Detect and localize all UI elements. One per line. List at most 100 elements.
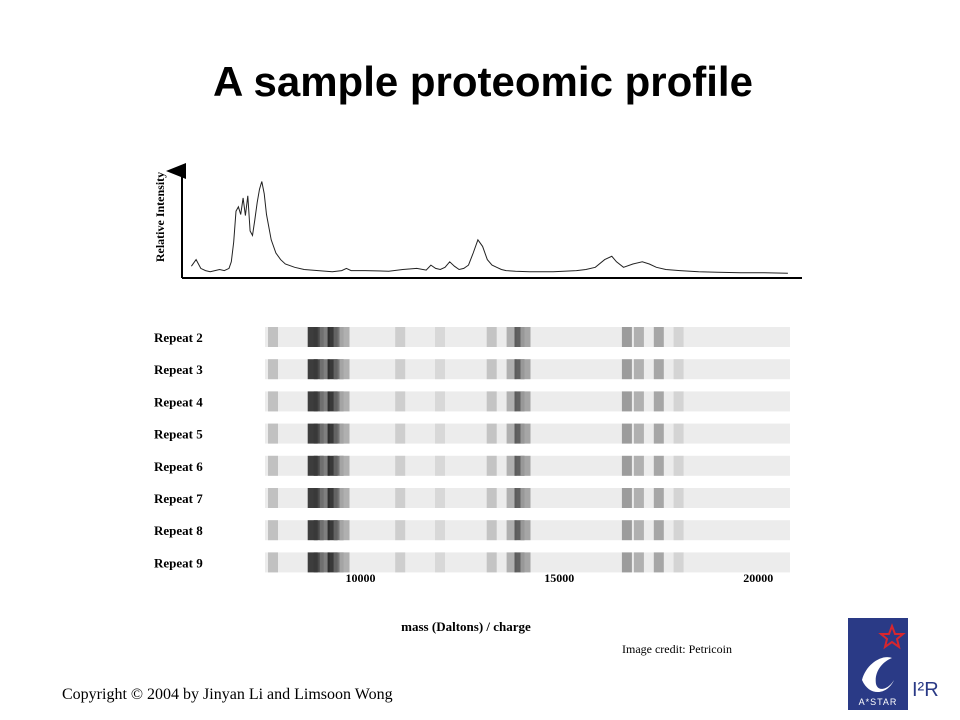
gel-band xyxy=(307,327,318,347)
gel-band xyxy=(506,327,517,347)
gel-band xyxy=(339,520,350,541)
gel-band xyxy=(506,552,517,573)
gel-band xyxy=(395,423,406,444)
gel-band xyxy=(653,359,664,380)
gel-band xyxy=(673,455,684,476)
gel-band xyxy=(673,327,684,347)
gel-band xyxy=(621,520,632,541)
gel-band xyxy=(313,520,324,541)
gel-band xyxy=(435,520,445,541)
gel-band xyxy=(333,391,344,412)
gel-band xyxy=(520,423,531,444)
gel-band xyxy=(268,552,278,573)
gel-band xyxy=(520,520,531,541)
gel-band xyxy=(268,359,278,380)
gel-band xyxy=(395,552,406,573)
gel-band xyxy=(514,455,525,476)
gel-band xyxy=(673,423,684,444)
gel-band xyxy=(621,423,632,444)
gel-band xyxy=(653,455,664,476)
gel-band xyxy=(633,488,644,508)
gel-band xyxy=(520,455,531,476)
gel-band xyxy=(486,391,497,412)
astar-logo-text: A*STAR xyxy=(859,697,898,707)
gel-band xyxy=(339,488,350,508)
gel-band xyxy=(327,520,338,541)
gel-band xyxy=(313,391,324,412)
gel-band xyxy=(514,327,525,347)
gel-band xyxy=(339,552,350,573)
gel-band xyxy=(506,423,517,444)
gel-band xyxy=(319,455,330,476)
gel-band xyxy=(520,359,531,380)
gel-band xyxy=(633,455,644,476)
gel-row-label: Repeat 4 xyxy=(154,394,203,409)
gel-band xyxy=(486,327,497,347)
gel-row-label: Repeat 8 xyxy=(154,523,203,538)
gel-bands: Repeat 2 Repeat 3 Repeat 4 Repeat 5 Repeat 6… xyxy=(154,327,790,573)
gel-band xyxy=(514,552,525,573)
gel-band xyxy=(307,520,318,541)
gel-band xyxy=(653,520,664,541)
astar-logo: A*STAR I²R xyxy=(848,618,948,710)
gel-band xyxy=(307,552,318,573)
gel-band xyxy=(633,327,644,347)
gel-band xyxy=(621,359,632,380)
gel-band xyxy=(435,359,445,380)
gel-band xyxy=(435,423,445,444)
gel-band xyxy=(268,391,278,412)
gel-band xyxy=(633,359,644,380)
gel-x-label: mass (Daltons) / charge xyxy=(401,619,531,634)
gel-band xyxy=(333,520,344,541)
gel-band xyxy=(333,423,344,444)
gel-band xyxy=(333,455,344,476)
gel-band xyxy=(486,359,497,380)
gel-band xyxy=(653,552,664,573)
gel-band xyxy=(621,455,632,476)
gel-band xyxy=(327,488,338,508)
gel-band xyxy=(268,455,278,476)
gel-band xyxy=(621,552,632,573)
gel-band xyxy=(673,391,684,412)
gel-band xyxy=(653,488,664,508)
gel-band xyxy=(319,488,330,508)
gel-band xyxy=(520,488,531,508)
gel-band xyxy=(514,359,525,380)
gel-band xyxy=(506,488,517,508)
gel-band xyxy=(327,423,338,444)
gel-band xyxy=(313,488,324,508)
gel-band xyxy=(486,455,497,476)
gel-band xyxy=(514,423,525,444)
gel-band xyxy=(673,488,684,508)
gel-band xyxy=(514,520,525,541)
gel-band xyxy=(319,327,330,347)
gel-band xyxy=(633,391,644,412)
gel-row-label: Repeat 9 xyxy=(154,555,203,570)
gel-band xyxy=(435,488,445,508)
gel-band xyxy=(307,423,318,444)
gel-band xyxy=(435,552,445,573)
gel-band xyxy=(486,520,497,541)
gel-band xyxy=(307,391,318,412)
gel-band xyxy=(333,359,344,380)
gel-band xyxy=(653,423,664,444)
gel-band xyxy=(633,423,644,444)
gel-band xyxy=(313,327,324,347)
gel-band xyxy=(621,488,632,508)
gel-band xyxy=(520,552,531,573)
gel-band xyxy=(486,423,497,444)
gel-band xyxy=(621,327,632,347)
gel-band xyxy=(435,327,445,347)
gel-band xyxy=(327,391,338,412)
gel-band xyxy=(339,359,350,380)
gel-band xyxy=(319,520,330,541)
copyright-notice: Copyright © 2004 by Jinyan Li and Limsoo… xyxy=(62,686,393,703)
gel-band xyxy=(653,327,664,347)
gel-band xyxy=(333,488,344,508)
gel-x-tick-label: 10000 xyxy=(346,571,376,585)
gel-band xyxy=(339,327,350,347)
gel-band xyxy=(506,455,517,476)
gel-band xyxy=(313,359,324,380)
gel-band xyxy=(333,552,344,573)
